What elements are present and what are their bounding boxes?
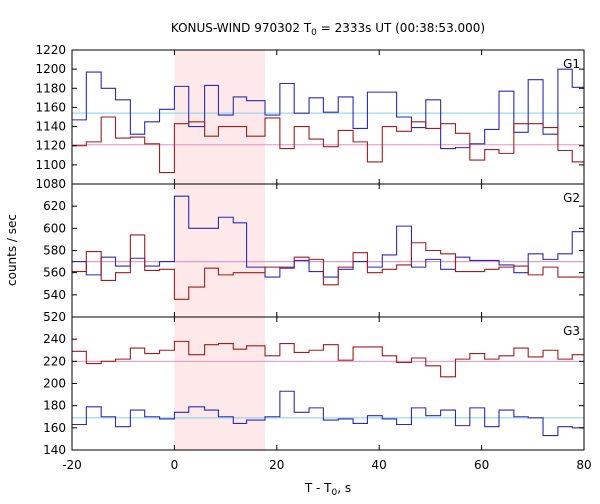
y-tick-label: 140: [43, 443, 66, 457]
y-tick-label: 1200: [35, 62, 66, 76]
y-tick-label: 220: [43, 354, 66, 368]
highlight-interval: [174, 184, 266, 317]
y-tick-label: 1120: [35, 139, 66, 153]
y-tick-label: 200: [43, 377, 66, 391]
y-tick-label: 1220: [35, 43, 66, 57]
y-tick-label: 1160: [35, 100, 66, 114]
x-tick-label: 0: [171, 458, 179, 472]
series-blue-histogram: [72, 68, 584, 150]
panel-frame: [71, 316, 585, 451]
y-tick-label: 580: [43, 244, 66, 258]
y-tick-label: 1100: [35, 158, 66, 172]
series-red-histogram: [72, 340, 584, 378]
chart-title: KONUS-WIND 970302 T0 = 2333s UT (00:38:5…: [171, 21, 485, 38]
panel-label: G1: [563, 57, 580, 71]
series-red-histogram: [72, 234, 584, 300]
y-tick-label: 160: [43, 421, 66, 435]
x-tick-label: 60: [474, 458, 489, 472]
x-tick-label: 80: [576, 458, 591, 472]
series-blue-histogram: [72, 390, 584, 437]
y-axis-label: counts / sec: [5, 214, 19, 286]
series-blue-histogram: [72, 195, 584, 278]
x-tick-label: 20: [269, 458, 284, 472]
x-tick-label: -20: [62, 458, 82, 472]
y-tick-label: 1080: [35, 177, 66, 191]
x-tick-label: 40: [372, 458, 387, 472]
panel-label: G3: [563, 324, 580, 338]
panel-frame: [71, 183, 585, 318]
y-tick-label: 240: [43, 332, 66, 346]
highlight-interval: [174, 317, 266, 450]
y-tick-label: 560: [43, 266, 66, 280]
series-red-histogram: [72, 116, 584, 174]
x-axis-label: T - T0, s: [304, 481, 351, 498]
y-tick-label: 600: [43, 221, 66, 235]
y-tick-label: 180: [43, 399, 66, 413]
y-tick-label: 1140: [35, 120, 66, 134]
panel-frame: [71, 49, 585, 185]
panel-label: G2: [563, 191, 580, 205]
y-tick-label: 620: [43, 199, 66, 213]
highlight-interval: [174, 50, 266, 184]
y-tick-label: 540: [43, 288, 66, 302]
y-tick-label: 520: [43, 310, 66, 324]
y-tick-label: 1180: [35, 81, 66, 95]
